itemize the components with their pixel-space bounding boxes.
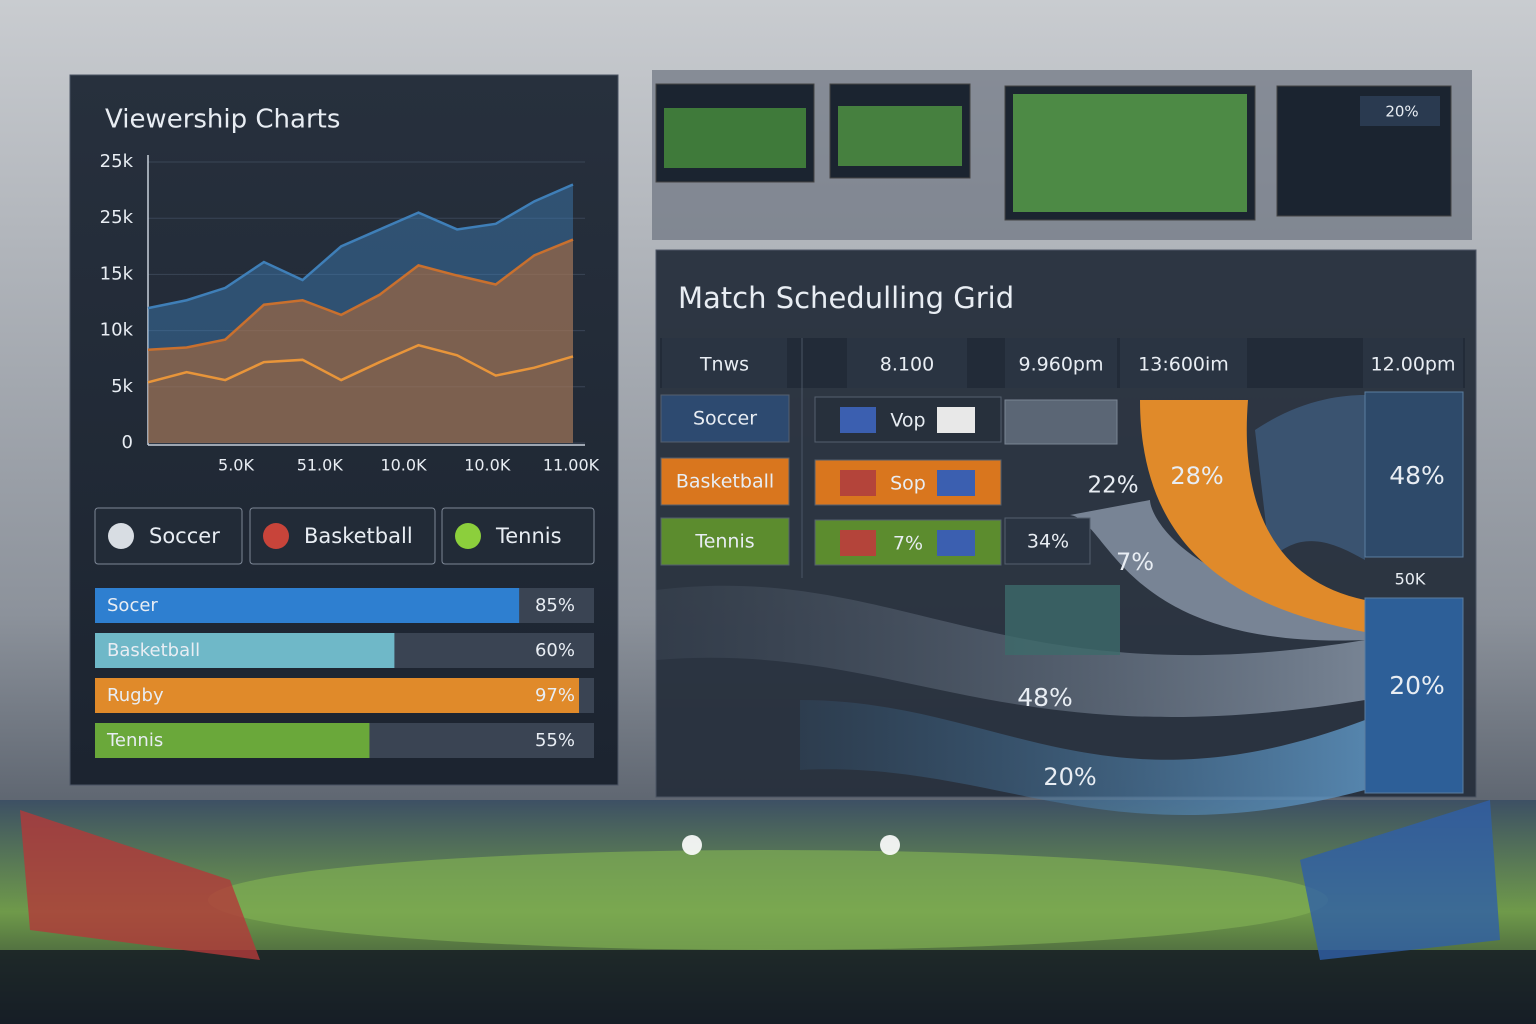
- filter-label[interactable]: Basketball: [304, 524, 413, 548]
- bar-value-label: 97%: [535, 685, 575, 706]
- floodlight: [682, 835, 702, 855]
- area-line: [147, 343, 574, 384]
- panel-title: Viewership Charts: [105, 105, 340, 135]
- match-label[interactable]: 7%: [893, 533, 923, 555]
- crowd: [0, 950, 1536, 1024]
- bar-value-label: 55%: [535, 730, 575, 751]
- team-icon: [937, 470, 975, 496]
- monitor-text: 20%: [1385, 103, 1418, 121]
- flow-label: 20%: [1389, 671, 1445, 700]
- grid-cell: [1004, 399, 1118, 445]
- header-label: Tnws: [699, 354, 749, 376]
- team-icon: [840, 407, 876, 433]
- bar: [95, 678, 580, 713]
- flow-ribbon: [800, 700, 1365, 816]
- filter-button[interactable]: [249, 507, 436, 565]
- sport-cell[interactable]: [660, 457, 790, 506]
- team-icon: [937, 407, 975, 433]
- header-label: 12.00pm: [1371, 354, 1456, 376]
- header-cell: [662, 338, 787, 388]
- monitor-stat: [1360, 96, 1440, 126]
- flag: [20, 810, 260, 960]
- flow-label: 50K: [1395, 570, 1426, 589]
- filter-icon: [455, 523, 481, 549]
- sport-label[interactable]: Soccer: [693, 408, 757, 430]
- flow-label: 7%: [1116, 548, 1154, 576]
- bar-value-label: 85%: [535, 595, 575, 616]
- x-tick-label: 10.0K: [380, 456, 427, 475]
- y-tick-label: 0: [122, 432, 133, 453]
- monitor-screen: [1013, 94, 1247, 212]
- flow-label: 34%: [1027, 531, 1069, 553]
- bar-value-label: 60%: [535, 640, 575, 661]
- progress-bars: Socer 85% Basketball 60% Rugby 97% Tennis 55%: [95, 588, 594, 758]
- filter-icon: [263, 523, 289, 549]
- area-line: [147, 183, 574, 310]
- panel-title: Match Schedulling Grid: [678, 281, 1014, 315]
- sport-label[interactable]: Tennis: [694, 531, 754, 553]
- flow-ribbon: [1255, 395, 1365, 560]
- team-icon: [840, 470, 876, 496]
- filter-label[interactable]: Tennis: [495, 524, 562, 548]
- sport-cell[interactable]: [660, 517, 790, 566]
- bar: [95, 723, 370, 758]
- header-cell: [1363, 338, 1463, 388]
- bar-label: Rugby: [107, 685, 164, 706]
- grid-cell: [1005, 585, 1120, 655]
- monitor-screen: [664, 108, 806, 168]
- flag: [1300, 800, 1500, 960]
- area-chart: 0 5k 10k 15k 25k 25k 5.0K 51.0K 10.0K 10.0K 11.00K: [100, 151, 600, 475]
- grid-cell: [1364, 391, 1464, 558]
- sport-label[interactable]: Basketball: [676, 471, 774, 493]
- pitch: [208, 850, 1328, 950]
- monitor-screen: [838, 106, 962, 166]
- y-tick-label: 25k: [100, 207, 134, 228]
- header-label: 13:600im: [1138, 354, 1229, 376]
- area-line: [147, 238, 574, 351]
- y-tick-label: 25k: [100, 151, 134, 172]
- x-tick-label: 51.0K: [297, 456, 344, 475]
- y-tick-label: 15k: [100, 263, 134, 284]
- bar: [95, 633, 395, 668]
- bar-label: Tennis: [106, 730, 163, 751]
- team-icon: [937, 530, 975, 556]
- header-cell: [1120, 338, 1247, 388]
- header-cell: [847, 338, 967, 388]
- area-fill: [148, 239, 573, 443]
- grid-cell: [1004, 517, 1091, 565]
- filter-button[interactable]: [94, 507, 243, 565]
- x-tick-label: 10.0K: [464, 456, 511, 475]
- flow-label: 48%: [1389, 461, 1445, 490]
- schedule-grid: Tnws 8.100 9.960pm 13:600im 12.00pm Soccer Vop…: [656, 338, 1465, 816]
- header-cell: [1005, 338, 1117, 388]
- flow-ribbon: [1140, 400, 1365, 632]
- flow-label: 22%: [1087, 473, 1138, 499]
- grid-cell: [1364, 597, 1464, 794]
- bar-label: Basketball: [107, 640, 200, 661]
- sport-cell[interactable]: [660, 394, 790, 443]
- filter-buttons: Soccer Basketball Tennis: [94, 507, 595, 565]
- bar: [95, 588, 520, 623]
- y-tick-label: 10k: [100, 320, 134, 341]
- y-tick-label: 5k: [111, 376, 133, 397]
- filter-button[interactable]: [441, 507, 595, 565]
- bar-label: Socer: [107, 595, 158, 616]
- flow-label: 20%: [1043, 763, 1096, 791]
- header-label: 8.100: [880, 354, 934, 376]
- match-label[interactable]: Vop: [890, 410, 925, 432]
- flow-label: 28%: [1170, 462, 1223, 490]
- team-icon: [840, 530, 876, 556]
- floodlight: [880, 835, 900, 855]
- filter-label[interactable]: Soccer: [149, 524, 220, 548]
- match-label[interactable]: Sop: [890, 473, 926, 495]
- flow-label: 48%: [1017, 683, 1073, 712]
- x-tick-label: 11.00K: [543, 456, 600, 475]
- x-tick-label: 5.0K: [218, 456, 254, 475]
- header-label: 9.960pm: [1019, 354, 1104, 376]
- filter-icon: [108, 523, 134, 549]
